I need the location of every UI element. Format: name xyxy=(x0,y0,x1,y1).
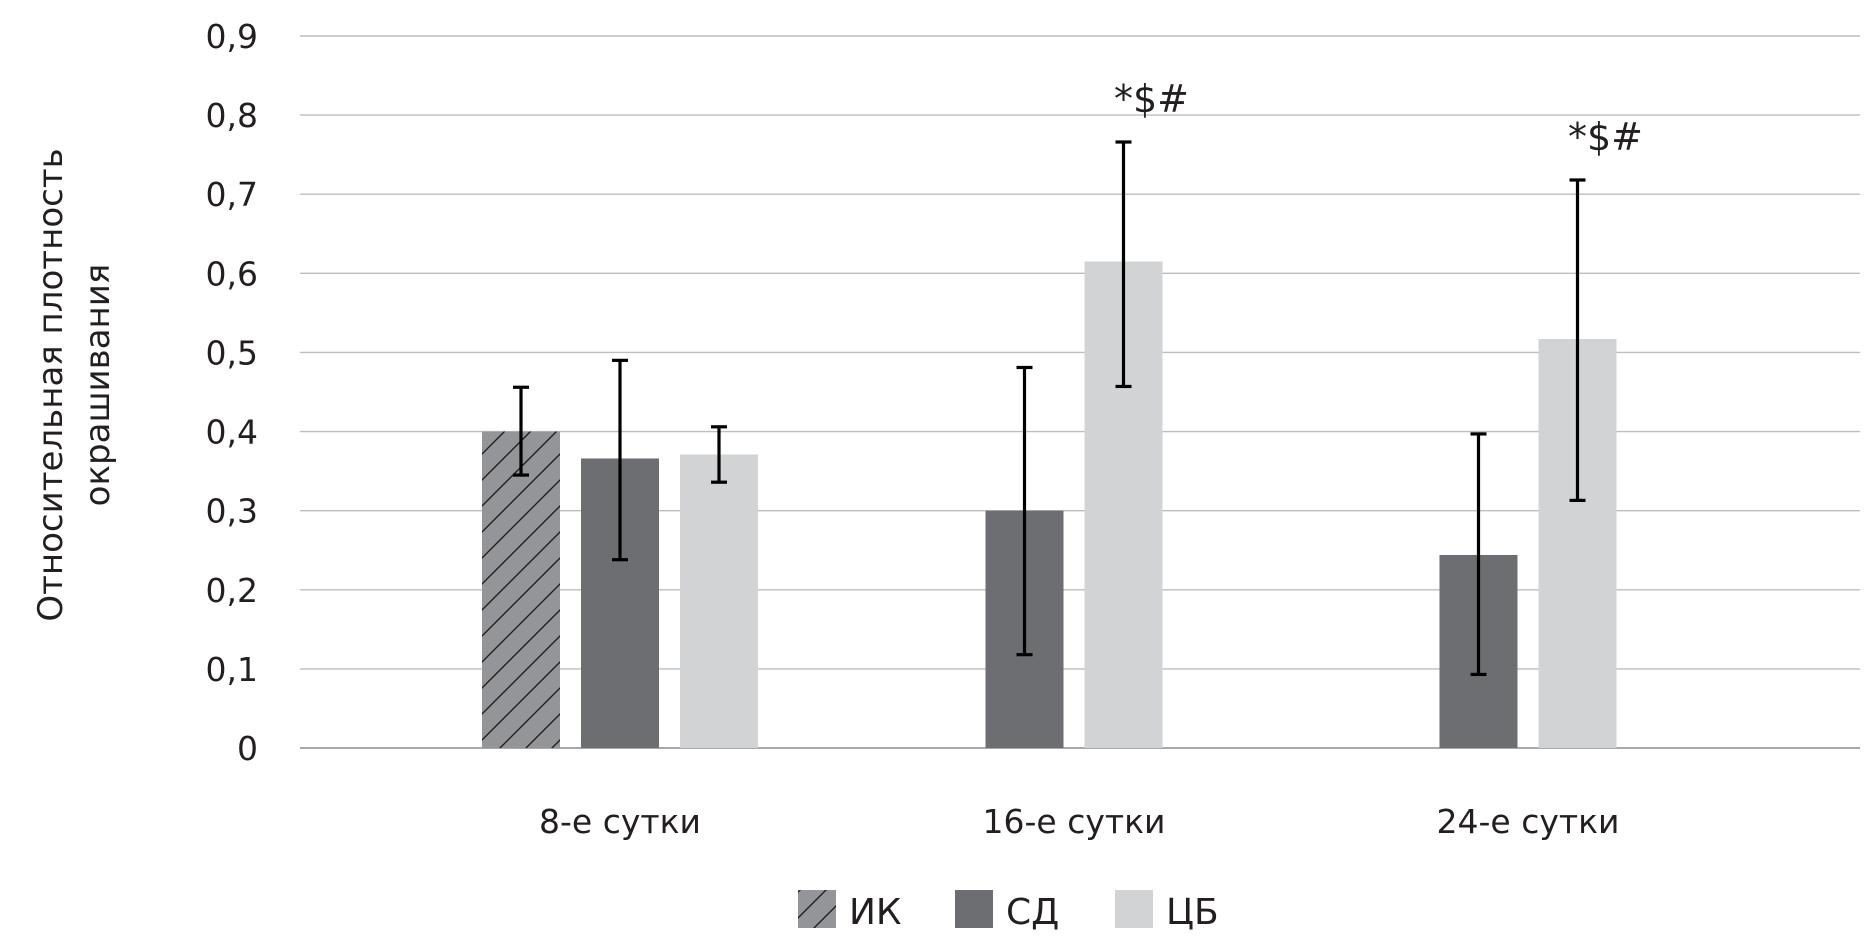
error-bar xyxy=(1115,140,1132,389)
y-tick-label: 0,6 xyxy=(206,254,258,293)
y-tick-label: 0,1 xyxy=(206,650,258,689)
error-bar xyxy=(711,425,727,484)
y-axis-title: Относительная плотность окрашивания xyxy=(31,148,118,621)
x-category-label: 24-е сутки xyxy=(1437,802,1620,841)
y-axis-label: Относительная плотность окрашивания xyxy=(31,148,118,621)
y-tick-label: 0,2 xyxy=(206,571,258,610)
y-tick-label: 0,7 xyxy=(206,175,258,214)
x-category-label: 16-е сутки xyxy=(983,802,1166,841)
y-tick-label: 0,9 xyxy=(206,17,258,56)
legend-label: ИК xyxy=(849,892,902,933)
error-bars xyxy=(513,140,1586,677)
bars xyxy=(482,261,1617,748)
y-tick-label: 0,5 xyxy=(206,333,258,372)
bar-ИК-1 xyxy=(482,431,560,748)
legend-swatch xyxy=(1115,890,1153,928)
legend-item-ИК: ИК xyxy=(798,890,902,933)
significance-annotation: *$# xyxy=(1568,115,1643,159)
legend-label: СД xyxy=(1006,892,1059,933)
y-tick-label: 0 xyxy=(237,729,258,768)
x-axis-categories: 8-е сутки 16-е сутки 24-е сутки xyxy=(539,802,1619,841)
legend-item-ЦБ: ЦБ xyxy=(1115,890,1219,933)
y-axis-label-line: окрашивания xyxy=(78,264,118,507)
y-tick-label: 0,3 xyxy=(206,492,258,531)
x-category-label: 8-е сутки xyxy=(539,802,701,841)
error-bar xyxy=(1470,432,1487,677)
annotations: *$# *$# xyxy=(1114,77,1643,159)
error-bar xyxy=(1016,365,1033,657)
legend-swatch xyxy=(798,890,836,928)
y-tick-label: 0,8 xyxy=(206,96,258,135)
legend-item-СД: СД xyxy=(955,890,1059,933)
y-axis-label-line: Относительная плотность xyxy=(31,148,71,621)
legend[interactable]: ИК СД ЦБ xyxy=(798,890,1219,933)
legend-label: ЦБ xyxy=(1166,892,1219,933)
error-bar xyxy=(612,358,628,562)
y-axis-ticks: 0 0,1 0,2 0,3 0,4 0,5 0,6 0,7 0,8 0,9 xyxy=(206,17,258,768)
y-tick-label: 0,4 xyxy=(206,413,258,452)
error-bar xyxy=(513,385,529,477)
error-bar xyxy=(1569,178,1586,502)
legend-swatch xyxy=(955,890,993,928)
significance-annotation: *$# xyxy=(1114,77,1189,121)
bar-ЦБ-1 xyxy=(680,454,758,748)
